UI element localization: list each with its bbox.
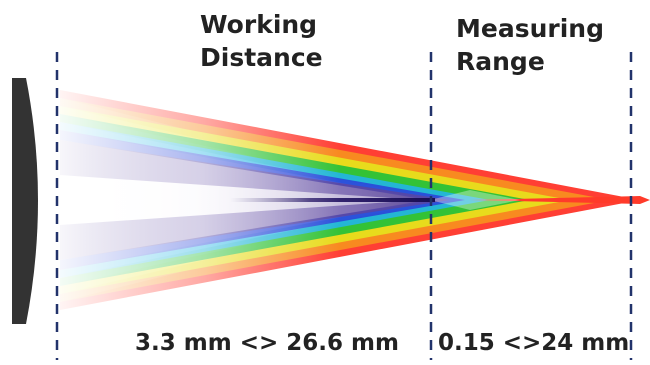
working-distance-value: 3.3 mm <> 26.6 mm <box>135 330 399 356</box>
working-distance-title: Working Distance <box>200 8 323 74</box>
focus-highlight <box>430 190 520 210</box>
working-distance-line-2: Distance <box>200 43 323 72</box>
working-distance-line-1: Working <box>200 10 318 39</box>
measuring-range-value: 0.15 <>24 mm <box>438 330 630 356</box>
measuring-range-line-2: Range <box>456 47 545 76</box>
measuring-range-line-1: Measuring <box>456 14 604 43</box>
beam-fade <box>40 80 350 320</box>
focus-tip <box>470 196 650 204</box>
measuring-range-title: Measuring Range <box>456 12 604 78</box>
lens-shape <box>12 78 38 324</box>
